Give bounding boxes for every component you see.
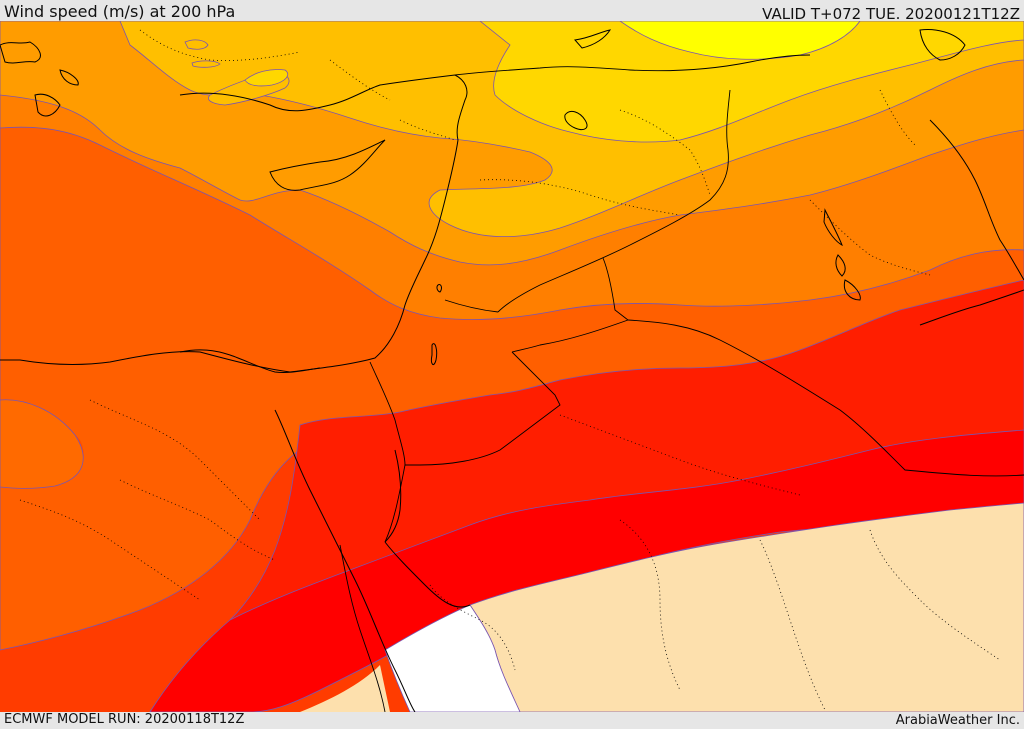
- patch-amber-3: [191, 60, 221, 68]
- header-bar: Wind speed (m/s) at 200 hPa VALID T+072 …: [0, 0, 1024, 23]
- wind-speed-map: [0, 21, 1024, 712]
- model-run-label: ECMWF MODEL RUN: 20200118T12Z: [4, 712, 245, 727]
- band-light-tan-left: [300, 665, 390, 712]
- borders: [339, 54, 1024, 712]
- footer-bar: ECMWF MODEL RUN: 20200118T12Z ArabiaWeat…: [0, 712, 1024, 729]
- coastlines: [0, 29, 1024, 712]
- band-white: [384, 604, 521, 712]
- credit-label: ArabiaWeather Inc.: [895, 713, 1020, 728]
- map-title: Wind speed (m/s) at 200 hPa: [4, 2, 236, 21]
- patch-yellow-small: [244, 69, 289, 87]
- band-yellow: [619, 21, 861, 60]
- valid-time-label: VALID T+072 TUE. 20200121T12Z: [762, 5, 1020, 23]
- band-yellow-orange: [479, 21, 1024, 143]
- patch-amber-2: [184, 39, 209, 50]
- map-area[interactable]: [0, 21, 1024, 712]
- admin-borders: [19, 29, 1001, 711]
- band-orange-blob: [0, 399, 84, 489]
